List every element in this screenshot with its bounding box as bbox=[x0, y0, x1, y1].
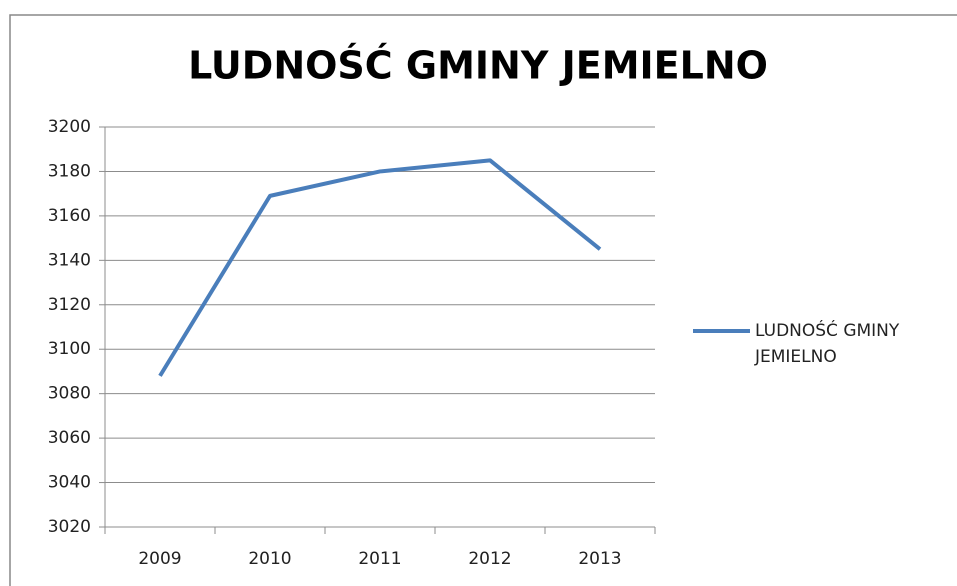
chart-frame bbox=[9, 14, 957, 586]
y-tick-label: 3080 bbox=[48, 384, 91, 404]
y-tick-label: 3060 bbox=[48, 428, 91, 448]
series-line bbox=[158, 158, 602, 377]
y-tick-label: 3040 bbox=[48, 473, 91, 493]
x-tick-label: 2010 bbox=[248, 549, 291, 569]
y-tick-label: 3180 bbox=[48, 161, 91, 181]
y-tick-label: 3160 bbox=[48, 206, 91, 226]
x-tick-label: 2012 bbox=[468, 549, 511, 569]
y-tick-label: 3100 bbox=[48, 339, 91, 359]
y-tick-label: 3200 bbox=[48, 117, 91, 137]
x-tick-label: 2011 bbox=[358, 549, 401, 569]
y-tick-label: 3140 bbox=[48, 250, 91, 270]
y-tick-label: 3020 bbox=[48, 517, 91, 537]
chart-title: LUDNOŚĆ GMINY JEMIELNO bbox=[188, 44, 768, 88]
x-tick-label: 2013 bbox=[578, 549, 621, 569]
y-tick-label: 3120 bbox=[48, 295, 91, 315]
x-tick-label: 2009 bbox=[138, 549, 181, 569]
legend-label: LUDNOŚĆ GMINY JEMIELNO bbox=[755, 321, 900, 367]
